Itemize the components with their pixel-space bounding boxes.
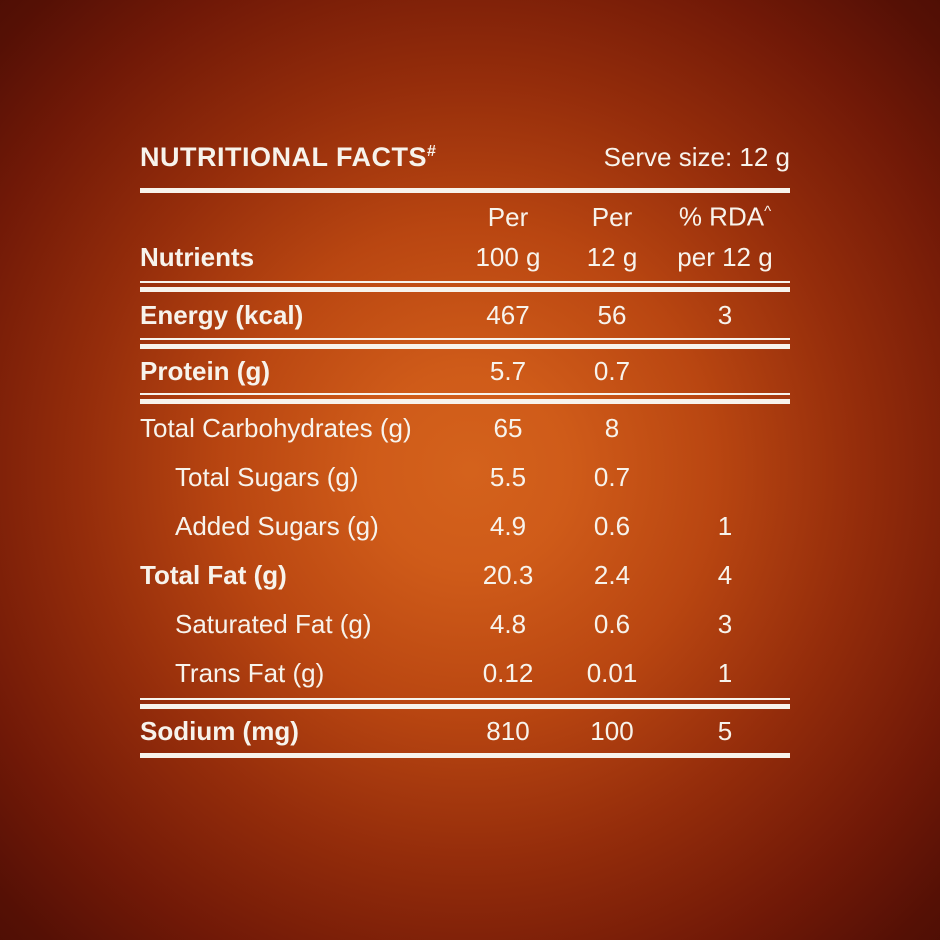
column-header-line2: 12 g [586, 242, 638, 272]
row-total-fat: Total Fat (g) 20.3 2.4 4 [140, 551, 790, 600]
row-protein: Protein (g) 5.7 0.7 [140, 349, 790, 393]
nutrient-label: Added Sugars (g) [175, 511, 379, 541]
value-per-12g: 100 [590, 715, 634, 746]
nutrient-label: Sodium (mg) [140, 715, 299, 746]
nutrients-column-label: Nutrients [140, 242, 255, 272]
title-row: NUTRITIONAL FACTS# Serve size: 12 g [140, 142, 790, 183]
column-header-line2: 100 g [475, 242, 541, 272]
nutrition-facts-panel: NUTRITIONAL FACTS# Serve size: 12 g Nutr… [140, 142, 790, 758]
value-pct-rda: 3 [717, 609, 733, 639]
value-per-100g: 20.3 [482, 560, 534, 590]
value-pct-rda: 1 [717, 511, 733, 541]
title-footnote-mark: # [427, 143, 437, 160]
divider-under-header [140, 281, 790, 292]
nutrient-label: Trans Fat (g) [175, 658, 325, 688]
column-header-row: Nutrients Per 100 g Per 12 g % RDA^ per … [140, 193, 790, 281]
row-added-sugars: Added Sugars (g) 4.9 0.6 1 [140, 502, 790, 551]
row-energy: Energy (kcal) 467 56 3 [140, 292, 790, 338]
column-header-pct-rda: % RDA^ per 12 g [660, 192, 790, 281]
row-total-carbohydrates: Total Carbohydrates (g) 65 8 [140, 404, 790, 453]
column-header-line1: Per [487, 202, 529, 232]
rda-footnote-mark: ^ [764, 203, 772, 221]
value-pct-rda: 1 [717, 658, 733, 688]
panel-title-text: NUTRITIONAL FACTS [140, 142, 427, 172]
value-per-12g: 8 [604, 413, 620, 443]
row-saturated-fat: Saturated Fat (g) 4.8 0.6 3 [140, 600, 790, 649]
row-total-sugars: Total Sugars (g) 5.5 0.7 [140, 453, 790, 502]
divider-after-protein [140, 393, 790, 404]
value-pct-rda: 4 [717, 560, 733, 590]
row-sodium: Sodium (mg) 810 100 5 [140, 709, 790, 753]
column-header-per-100g: Per 100 g [452, 197, 564, 281]
value-per-12g: 0.6 [593, 609, 631, 639]
value-per-12g: 56 [597, 299, 627, 330]
value-per-12g: 0.7 [593, 462, 631, 492]
value-per-100g: 467 [486, 299, 530, 330]
value-per-12g: 0.6 [593, 511, 631, 541]
row-trans-fat: Trans Fat (g) 0.12 0.01 1 [140, 649, 790, 698]
value-per-100g: 0.12 [482, 658, 534, 688]
nutrient-label: Saturated Fat (g) [175, 609, 372, 639]
column-header-per-12g: Per 12 g [564, 197, 660, 281]
value-per-12g: 0.01 [586, 658, 638, 688]
nutrient-label: Protein (g) [140, 355, 270, 386]
divider-under-title [140, 188, 790, 193]
value-per-100g: 5.7 [489, 355, 527, 386]
value-per-100g: 810 [486, 715, 530, 746]
value-per-12g: 0.7 [593, 355, 631, 386]
nutrient-label: Total Sugars (g) [175, 462, 359, 492]
divider-after-energy [140, 338, 790, 349]
pct-rda-text: % RDA [678, 202, 765, 232]
divider-bottom [140, 753, 790, 758]
divider-before-sodium [140, 698, 790, 709]
value-per-100g: 4.8 [489, 609, 527, 639]
value-per-12g: 2.4 [593, 560, 631, 590]
column-header-line1: Per [591, 202, 633, 232]
column-header-line2: per 12 g [677, 242, 773, 272]
panel-title: NUTRITIONAL FACTS# [140, 142, 436, 173]
value-per-100g: 5.5 [489, 462, 527, 492]
column-header-line1: % RDA^ [660, 192, 790, 237]
value-per-100g: 65 [493, 413, 523, 443]
nutrient-label: Energy (kcal) [140, 299, 304, 330]
value-pct-rda: 3 [717, 299, 733, 330]
nutrient-label: Total Fat (g) [140, 560, 287, 590]
value-pct-rda: 5 [717, 715, 733, 746]
serve-size-text: Serve size: 12 g [603, 142, 790, 172]
nutrient-label: Total Carbohydrates (g) [140, 413, 412, 443]
value-per-100g: 4.9 [489, 511, 527, 541]
